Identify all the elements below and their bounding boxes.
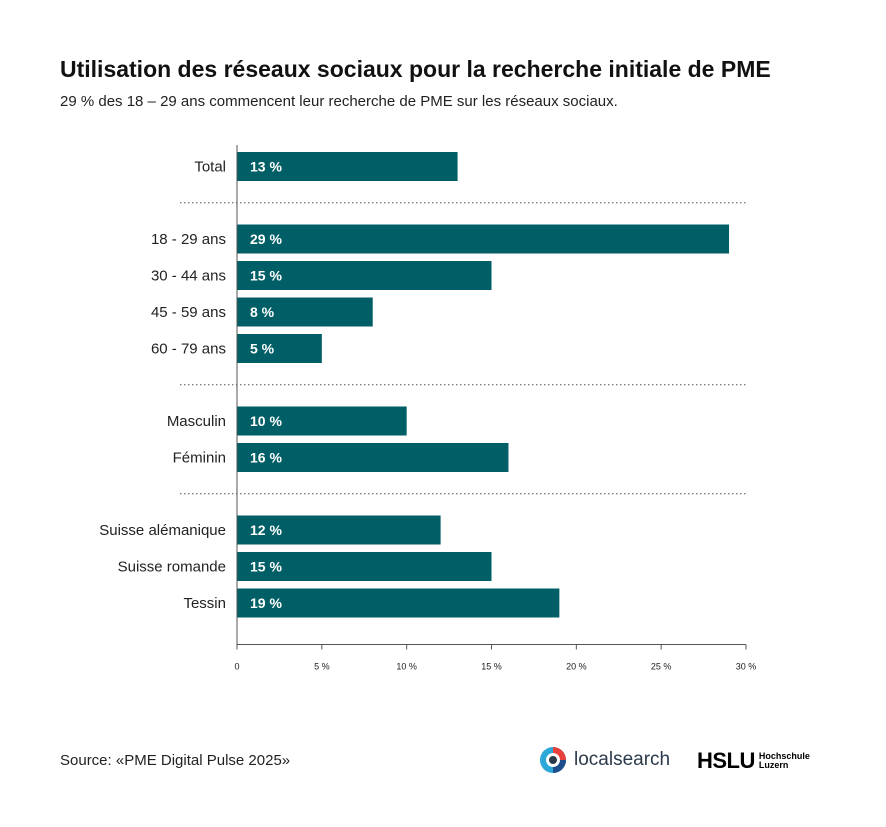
- localsearch-logo-icon: [540, 747, 566, 773]
- x-tick-label: 5 %: [314, 662, 330, 672]
- bar-3-1: [237, 552, 492, 581]
- hslu-logo-sub2: Luzern: [758, 760, 789, 770]
- category-label: Suisse romande: [118, 559, 226, 576]
- value-label: 16 %: [250, 450, 282, 466]
- category-label: 18 - 29 ans: [151, 231, 226, 248]
- category-label: 45 - 59 ans: [151, 304, 226, 321]
- category-label: Total: [194, 159, 226, 176]
- value-label: 19 %: [250, 595, 282, 611]
- value-label: 15 %: [250, 268, 282, 284]
- category-label: 30 - 44 ans: [151, 268, 226, 285]
- bar-1-0: [237, 224, 730, 254]
- bar-0-0: [237, 152, 458, 181]
- localsearch-logo-text: localsearch: [574, 749, 671, 770]
- hslu-logo-subtext: Hochschule Luzern: [759, 752, 810, 770]
- value-label: 29 %: [250, 231, 282, 247]
- hslu-logo-text: HSLU: [697, 748, 755, 773]
- value-label: 15 %: [250, 559, 282, 575]
- hslu-logo: HSLU Hochschule Luzern: [697, 748, 810, 774]
- bar-1-2: [237, 297, 373, 327]
- x-tick-label: 0: [234, 662, 239, 672]
- category-label: Suisse alémanique: [99, 522, 226, 539]
- x-tick-label: 30 %: [736, 662, 757, 672]
- x-tick-label: 20 %: [566, 662, 587, 672]
- value-label: 13 %: [250, 159, 282, 175]
- bar-2-0: [237, 406, 407, 436]
- bar-chart: Total 13 % 18 - 29 ans 29 % 30 - 44 ans 15 % 4…: [99, 145, 757, 672]
- value-label: 8 %: [250, 304, 275, 320]
- hslu-logo-sub1: Hochschule: [758, 751, 810, 761]
- value-label: 5 %: [250, 341, 275, 357]
- bar-3-2: [237, 588, 560, 618]
- x-tick-label: 15 %: [481, 662, 502, 672]
- bar-2-1: [237, 443, 509, 472]
- chart-title: Utilisation des réseaux sociaux pour la …: [60, 56, 771, 82]
- category-label: Masculin: [167, 413, 226, 430]
- category-label: Féminin: [173, 450, 226, 467]
- localsearch-logo: localsearch: [538, 745, 670, 775]
- x-tick-label: 25 %: [651, 662, 672, 672]
- category-label: 60 - 79 ans: [151, 341, 226, 358]
- value-label: 10 %: [250, 413, 282, 429]
- x-tick-label: 10 %: [396, 662, 417, 672]
- category-label: Tessin: [183, 595, 226, 612]
- value-label: 12 %: [250, 522, 282, 538]
- source-note: Source: «PME Digital Pulse 2025»: [60, 752, 291, 769]
- chart-subtitle: 29 % des 18 – 29 ans commencent leur rec…: [60, 93, 618, 110]
- bar-3-0: [237, 515, 441, 545]
- bar-1-3: [237, 334, 322, 363]
- bar-1-1: [237, 261, 492, 290]
